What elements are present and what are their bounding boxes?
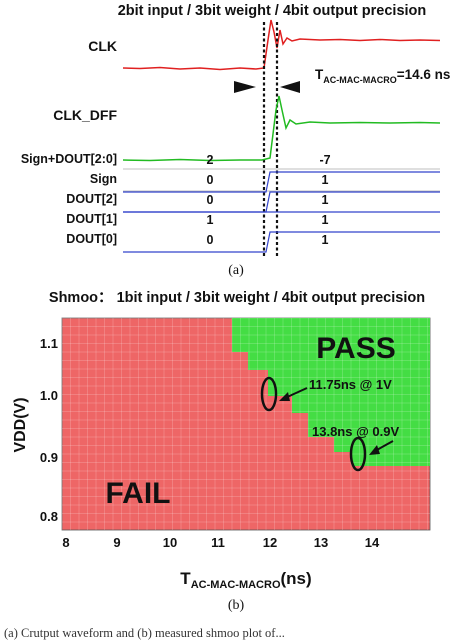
x-ticks: 8 9 10 11 12 13 14 <box>62 535 380 550</box>
x-tick: 13 <box>314 535 328 550</box>
y-tick: 0.9 <box>40 450 58 465</box>
clk-label: CLK <box>88 38 117 54</box>
value-after: 1 <box>322 233 329 247</box>
annotation-arrowhead-1 <box>279 392 290 401</box>
right-arrow <box>280 81 300 93</box>
logic-waveforms <box>123 171 440 253</box>
y-tick: 1.0 <box>40 388 58 403</box>
value-after: 1 <box>322 193 329 207</box>
value-after: 1 <box>322 173 329 187</box>
left-arrow <box>234 81 256 93</box>
signal-label: Sign <box>90 172 117 186</box>
annotation-arrowhead-2 <box>369 445 380 455</box>
annotation-ellipse-1 <box>260 376 278 412</box>
value-before: 0 <box>207 193 214 207</box>
x-tick: 11 <box>211 535 225 550</box>
signal-label: DOUT[1] <box>66 212 117 226</box>
panel-a-title: 2bit input / 3bit weight / 4bit output p… <box>118 3 427 19</box>
y-ticks: 1.1 1.0 0.9 0.8 <box>40 336 58 524</box>
clk-waveform <box>122 19 441 71</box>
y-tick: 1.1 <box>40 336 58 351</box>
pass-label: PASS <box>316 332 395 365</box>
signal-label: Sign+DOUT[2:0] <box>21 152 117 166</box>
value-after: -7 <box>319 153 330 167</box>
x-tick: 8 <box>62 535 69 550</box>
signal-label: DOUT[0] <box>66 232 117 246</box>
panel-a-caption: (a) <box>228 263 244 278</box>
x-axis-label: TAC-MAC-MACRO(ns) <box>180 569 311 591</box>
clk-dff-waveform <box>122 95 441 162</box>
grid <box>61 317 430 530</box>
panel-b-title: Shmoo： 1bit input / 3bit weight / 4bit o… <box>49 290 425 306</box>
value-before: 2 <box>207 153 214 167</box>
value-before: 1 <box>207 213 214 227</box>
x-tick: 9 <box>113 535 120 550</box>
signal-label: DOUT[2] <box>66 192 117 206</box>
fail-label: FAIL <box>106 477 171 510</box>
pass-region <box>232 318 430 466</box>
timing-label: TAC-MAC-MACRO=14.6 ns <box>315 67 450 85</box>
bottom-caption: (a) Crutput waveform and (b) measured sh… <box>4 626 285 640</box>
panel-b-caption: (b) <box>228 598 245 613</box>
x-tick: 10 <box>163 535 177 550</box>
annotation-2: 13.8ns @ 0.9V <box>312 424 399 439</box>
value-after: 1 <box>322 213 329 227</box>
value-before: 0 <box>207 173 214 187</box>
annotation-ellipse-2 <box>349 436 367 472</box>
signal-values: 2 -7 0 1 0 1 1 1 0 1 <box>207 153 331 247</box>
timing-rows <box>123 168 440 192</box>
y-axis-label: VDD(V) <box>12 397 29 452</box>
y-tick: 0.8 <box>40 509 58 524</box>
signal-labels: Sign+DOUT[2:0] Sign DOUT[2] DOUT[1] DOUT… <box>21 152 117 246</box>
annotation-1: 11.75ns @ 1V <box>309 377 392 392</box>
x-tick: 14 <box>365 535 380 550</box>
value-before: 0 <box>207 233 214 247</box>
shmoo-plot: PASS FAIL 11.75ns @ 1V 13.8ns @ 0.9V <box>61 317 431 531</box>
x-tick: 12 <box>263 535 277 550</box>
clk-dff-label: CLK_DFF <box>53 107 117 123</box>
